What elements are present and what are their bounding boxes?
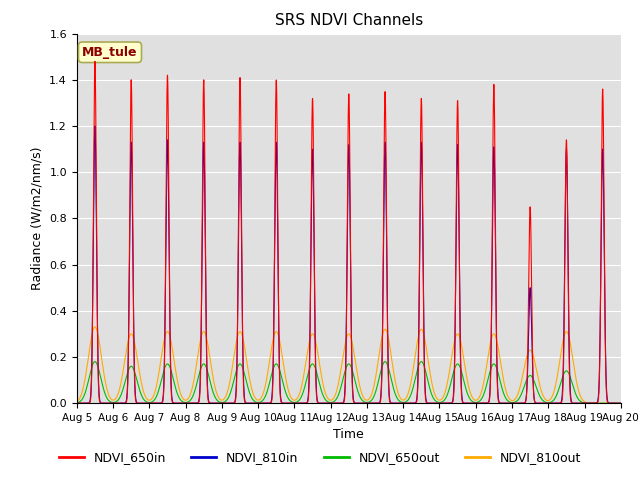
- Text: MB_tule: MB_tule: [82, 46, 138, 59]
- X-axis label: Time: Time: [333, 429, 364, 442]
- Y-axis label: Radiance (W/m2/nm/s): Radiance (W/m2/nm/s): [31, 147, 44, 290]
- Title: SRS NDVI Channels: SRS NDVI Channels: [275, 13, 423, 28]
- Legend: NDVI_650in, NDVI_810in, NDVI_650out, NDVI_810out: NDVI_650in, NDVI_810in, NDVI_650out, NDV…: [54, 446, 586, 469]
